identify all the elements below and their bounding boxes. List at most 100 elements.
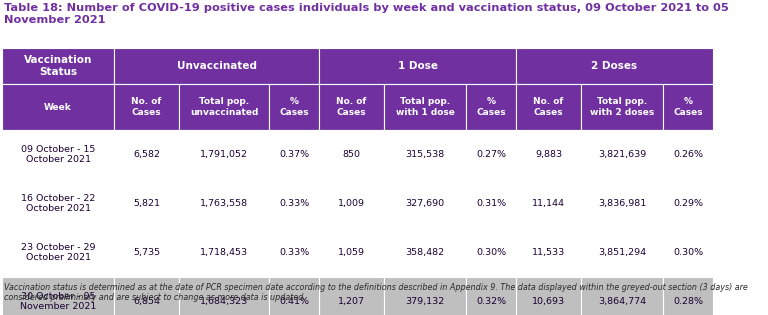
Bar [663, 228, 713, 277]
Bar [466, 277, 516, 315]
Bar [179, 130, 269, 179]
Text: 5,735: 5,735 [133, 248, 160, 257]
Text: Total pop.
with 2 doses: Total pop. with 2 doses [590, 97, 654, 117]
Text: 1,684,323: 1,684,323 [200, 297, 248, 306]
Bar [114, 130, 179, 179]
Text: 1,207: 1,207 [338, 297, 365, 306]
Bar [269, 130, 319, 179]
Text: 0.41%: 0.41% [279, 297, 309, 306]
Text: 0.26%: 0.26% [673, 150, 703, 159]
Text: Unvaccinated: Unvaccinated [177, 61, 257, 71]
Bar [179, 277, 269, 315]
Text: 0.32%: 0.32% [476, 297, 506, 306]
Text: 3,821,639: 3,821,639 [598, 150, 646, 159]
Text: 0.33%: 0.33% [279, 248, 310, 257]
Text: Week: Week [44, 102, 72, 112]
Text: 23 October - 29
October 2021: 23 October - 29 October 2021 [21, 243, 95, 262]
Text: 3,836,981: 3,836,981 [598, 199, 646, 208]
Bar [319, 84, 384, 130]
Bar [2, 130, 114, 179]
Text: 315,538: 315,538 [406, 150, 445, 159]
Bar [466, 179, 516, 228]
Text: No. of
Cases: No. of Cases [533, 97, 564, 117]
Bar [179, 228, 269, 277]
Text: 0.27%: 0.27% [476, 150, 506, 159]
Text: 30 October - 05
November 2021: 30 October - 05 November 2021 [20, 292, 96, 311]
Bar [581, 130, 663, 179]
Bar [2, 228, 114, 277]
Bar [581, 228, 663, 277]
Bar [516, 130, 581, 179]
Bar [269, 228, 319, 277]
Text: Total pop.
unvaccinated: Total pop. unvaccinated [190, 97, 258, 117]
Text: 3,864,774: 3,864,774 [598, 297, 646, 306]
Text: 358,482: 358,482 [406, 248, 445, 257]
Text: 6,854: 6,854 [133, 297, 160, 306]
Bar [114, 84, 179, 130]
Text: 0.28%: 0.28% [673, 297, 703, 306]
Bar [516, 179, 581, 228]
Bar [384, 277, 466, 315]
Text: 1 Dose: 1 Dose [398, 61, 438, 71]
Bar [319, 130, 384, 179]
Bar [581, 277, 663, 315]
Bar [179, 179, 269, 228]
Text: %
Cases: % Cases [280, 97, 309, 117]
Bar [663, 179, 713, 228]
Bar [384, 130, 466, 179]
Bar [319, 277, 384, 315]
Text: %
Cases: % Cases [476, 97, 506, 117]
Text: 9,883: 9,883 [535, 150, 562, 159]
Text: 850: 850 [343, 150, 360, 159]
Text: 1,791,052: 1,791,052 [200, 150, 248, 159]
Bar [384, 84, 466, 130]
Bar [466, 228, 516, 277]
Text: 16 October - 22
October 2021: 16 October - 22 October 2021 [21, 194, 95, 213]
Text: 3,851,294: 3,851,294 [598, 248, 646, 257]
Text: No. of
Cases: No. of Cases [131, 97, 162, 117]
Bar [663, 84, 713, 130]
Bar [466, 130, 516, 179]
Bar [466, 84, 516, 130]
Bar [319, 48, 516, 84]
Bar [516, 84, 581, 130]
Bar [2, 48, 114, 84]
Bar [179, 84, 269, 130]
Bar [114, 277, 179, 315]
Text: Vaccination status is determined as at the date of PCR specimen date according t: Vaccination status is determined as at t… [4, 283, 748, 302]
Text: 6,582: 6,582 [133, 150, 160, 159]
Bar [581, 84, 663, 130]
Text: 0.31%: 0.31% [476, 199, 506, 208]
Bar [269, 84, 319, 130]
Bar [2, 277, 114, 315]
Text: 11,533: 11,533 [532, 248, 565, 257]
Bar [269, 277, 319, 315]
Text: Table 18: Number of COVID-19 positive cases individuals by week and vaccination : Table 18: Number of COVID-19 positive ca… [4, 3, 729, 25]
Text: 0.29%: 0.29% [673, 199, 703, 208]
Text: 09 October - 15
October 2021: 09 October - 15 October 2021 [21, 145, 95, 164]
Bar [663, 277, 713, 315]
Bar [384, 179, 466, 228]
Bar [114, 228, 179, 277]
Text: 0.30%: 0.30% [673, 248, 703, 257]
Text: 2 Doses: 2 Doses [591, 61, 637, 71]
Bar [2, 179, 114, 228]
Text: 1,763,558: 1,763,558 [200, 199, 248, 208]
Text: 5,821: 5,821 [133, 199, 160, 208]
Text: 10,693: 10,693 [532, 297, 565, 306]
Bar [663, 130, 713, 179]
Text: 379,132: 379,132 [406, 297, 445, 306]
Text: Vaccination
Status: Vaccination Status [24, 55, 92, 77]
Bar [319, 228, 384, 277]
Bar [516, 277, 581, 315]
Text: 1,059: 1,059 [338, 248, 365, 257]
Bar [269, 179, 319, 228]
Text: No. of
Cases: No. of Cases [336, 97, 366, 117]
Text: 327,690: 327,690 [406, 199, 445, 208]
Text: 0.30%: 0.30% [476, 248, 506, 257]
Text: Total pop.
with 1 dose: Total pop. with 1 dose [396, 97, 455, 117]
Text: 11,144: 11,144 [532, 199, 565, 208]
Bar [516, 48, 713, 84]
Bar [581, 179, 663, 228]
Bar [114, 179, 179, 228]
